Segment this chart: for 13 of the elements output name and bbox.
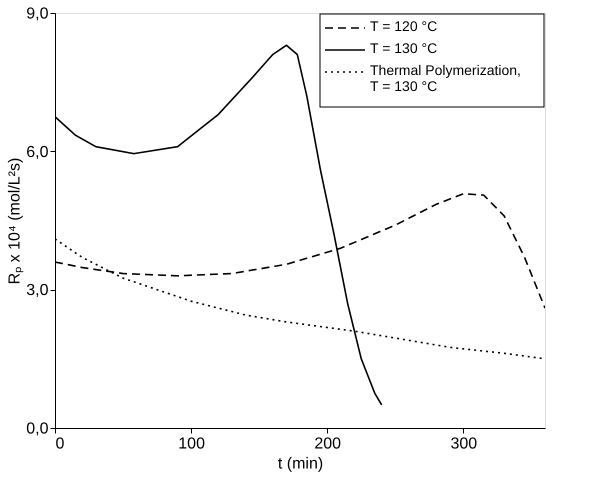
x-tick-label: 200 <box>314 436 342 452</box>
x-tick-label: 300 <box>450 436 478 452</box>
legend-label: Thermal Polymerization, T = 130 °C <box>370 62 521 94</box>
x-tick-label: 100 <box>178 436 206 452</box>
y-tick-label: 3,0 <box>26 282 49 300</box>
y-axis-title: Rₚ x 10⁴ (mol/L²s) <box>6 158 24 284</box>
y-tick-label: 0,0 <box>26 420 49 438</box>
x-tick-label: 0 <box>56 436 64 452</box>
legend-label: T = 120 °C <box>370 18 438 34</box>
y-tick-label: 6,0 <box>26 144 49 161</box>
x-axis-title: t (min) <box>278 456 324 472</box>
legend-label: T = 130 °C <box>370 40 438 56</box>
y-tick-label: 9,0 <box>26 6 49 22</box>
